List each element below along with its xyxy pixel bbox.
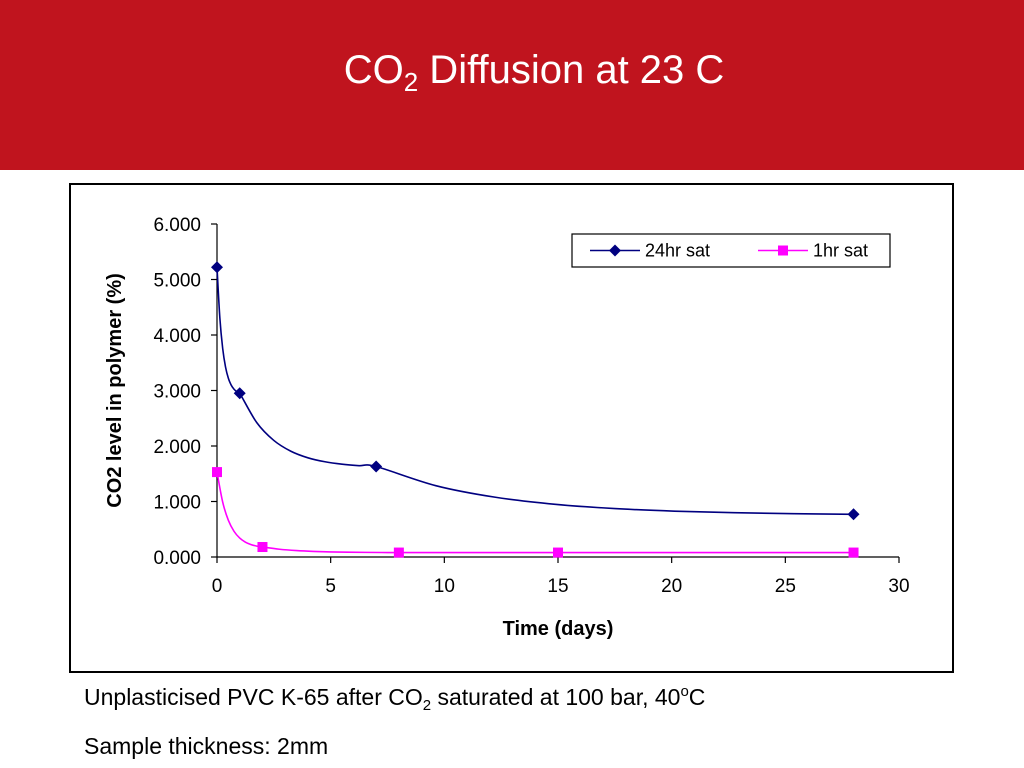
- data-point-1hr: [212, 467, 222, 478]
- title-rest: Diffusion at 23 C: [418, 48, 725, 92]
- legend-marker: [778, 245, 788, 256]
- x-tick-label: 25: [775, 576, 796, 597]
- data-point-1hr: [257, 542, 268, 553]
- x-tick-label: 15: [547, 576, 568, 597]
- x-tick-label: 20: [661, 576, 682, 597]
- caption-part-c: C: [688, 684, 706, 710]
- data-point-1hr: [393, 547, 404, 558]
- x-tick-label: 30: [888, 576, 909, 597]
- x-tick-label: 10: [434, 576, 455, 597]
- y-tick-label: 1.000: [153, 493, 201, 514]
- data-point-24hr: [370, 460, 383, 473]
- chart: 0.000 1.000 2.000 3.000 4.000 5.000 6.000 0 5 10 1…: [104, 215, 910, 640]
- caption-superscript: o: [680, 683, 689, 700]
- x-tick-label: 0: [212, 576, 223, 597]
- y-tick-label: 0.000: [153, 548, 201, 569]
- y-tick-label: 4.000: [153, 326, 201, 347]
- data-point-1hr: [553, 547, 563, 558]
- title-main: CO: [343, 48, 404, 92]
- x-axis-label: Time (days): [503, 618, 614, 640]
- caption-material: Unplasticised PVC K-65 after CO2 saturat…: [84, 683, 705, 714]
- legend-label: 24hr sat: [645, 241, 710, 261]
- legend-label: 1hr sat: [813, 241, 868, 261]
- y-tick-label: 2.000: [153, 437, 201, 458]
- data-point-24hr: [233, 387, 246, 400]
- x-tick-label: 5: [325, 576, 336, 597]
- chart-frame: 0.000 1.000 2.000 3.000 4.000 5.000 6.000 0 5 10 1…: [69, 183, 954, 673]
- caption-part-a: Unplasticised PVC K-65 after CO: [84, 684, 423, 710]
- title-bar: [0, 0, 1024, 170]
- data-point-1hr: [848, 547, 859, 558]
- slide-title: CO2 Diffusion at 23 C: [0, 48, 1024, 98]
- legend-marker: [609, 244, 621, 257]
- caption-thickness: Sample thickness: 2mm: [84, 733, 329, 759]
- y-tick-label: 3.000: [153, 382, 201, 403]
- data-point-24hr: [211, 261, 223, 274]
- series-line-24hr: [216, 267, 854, 516]
- y-tick-label: 5.000: [153, 271, 201, 292]
- title-subscript: 2: [403, 67, 419, 97]
- caption-part-b: saturated at 100 bar, 40: [431, 684, 681, 710]
- y-tick-label: 6.000: [153, 215, 201, 236]
- y-axis-label: CO2 level in polymer (%): [104, 273, 126, 508]
- caption-subscript: 2: [422, 697, 432, 714]
- data-point-24hr: [847, 508, 860, 521]
